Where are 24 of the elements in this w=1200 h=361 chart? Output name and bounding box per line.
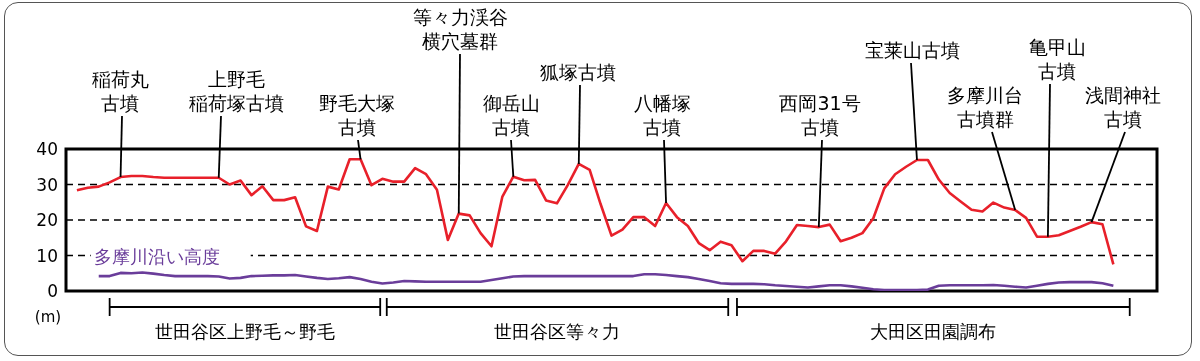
text: 浅間神社古墳	[1085, 84, 1161, 130]
y-axis-title: (m)	[34, 308, 62, 326]
y-tick-label: 10	[36, 245, 58, 266]
y-tick-label: 30	[36, 174, 58, 195]
annotation: 宝莱山古墳	[864, 39, 960, 61]
line-series	[97, 271, 1115, 291]
text: 大田区田園調布	[870, 321, 997, 342]
series-label: 多摩川沿い高度	[93, 245, 220, 267]
y-tick-label: 20	[36, 210, 58, 231]
annotation: 狐塚古墳	[540, 61, 616, 83]
annotation: 西岡31号古墳	[779, 92, 861, 138]
annotation: 八幡塚古墳	[633, 92, 691, 138]
annotation: 御岳山古墳	[482, 92, 540, 138]
y-tick-label: 40	[36, 139, 58, 160]
text: 亀甲山古墳	[1028, 36, 1086, 82]
text: 世田谷区等々力	[494, 321, 621, 342]
annotation: 等々力渓谷横穴墓群	[412, 6, 508, 52]
annotation: 稲荷丸古墳	[91, 68, 149, 114]
text: 世田谷区上野毛～野毛	[154, 321, 335, 342]
y-tick-label: 0	[47, 281, 58, 302]
annotation: 野毛大塚古墳	[319, 92, 395, 138]
text: 多摩川台古墳群	[947, 84, 1023, 130]
line-series	[75, 157, 1115, 266]
text: 上野毛稲荷塚古墳	[188, 68, 284, 114]
